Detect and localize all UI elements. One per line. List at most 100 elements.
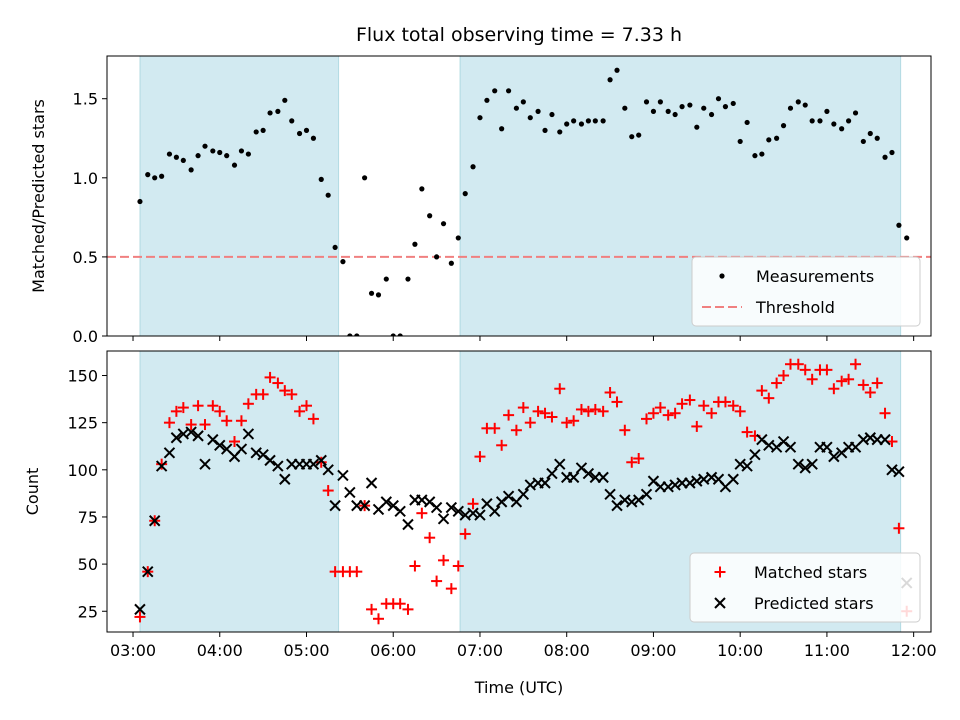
count-series-1-point-56 — [539, 477, 551, 489]
ratio-series-0-point-97 — [839, 126, 845, 132]
count-series-1-point-54-b — [524, 479, 536, 491]
count-series-0-point-103 — [879, 407, 891, 419]
ratio-legend-label-0: Measurements — [756, 267, 874, 286]
count-series-1-point-11-b — [214, 439, 226, 452]
count-series-0-point-13 — [229, 436, 241, 448]
count-panel: 25 50 75 100 125 150 03:00 04:00 05:00 06:00 07:00… — [23, 350, 937, 660]
count-series-1-point-65 — [604, 488, 616, 501]
count-series-1-point-16 — [250, 447, 262, 459]
count-series-1-point-4 — [163, 447, 176, 459]
count-series-1-point-104 — [886, 464, 898, 476]
count-series-1-point-36-b — [394, 505, 406, 518]
ratio-series-0-point-72 — [657, 99, 663, 105]
count-series-0-point-9 — [199, 419, 211, 431]
count-series-0-point-3 — [156, 458, 168, 470]
count-series-1-point-19 — [272, 460, 284, 472]
count-series-1-point-34 — [380, 496, 392, 508]
ratio-series-0-point-12 — [224, 153, 230, 159]
ratio-series-0-point-6 — [180, 157, 186, 164]
count-series-0-point-33 — [372, 613, 384, 625]
count-series-1-point-10-b — [207, 433, 219, 446]
count-series-1-point-43 — [445, 501, 458, 514]
ratio-series-0-point-75 — [679, 104, 685, 110]
count-series-1-point-57-b — [546, 467, 558, 480]
count-series-1-point-73-b — [662, 481, 674, 493]
ratio-series-0-point-18 — [267, 110, 273, 116]
ratio-series-0-point-82 — [730, 100, 736, 107]
count-series-0-point-73 — [662, 409, 674, 421]
count-series-1-point-85 — [749, 449, 761, 461]
ratio-series-0-point-81 — [722, 104, 729, 110]
ratio-series-0-point-39 — [419, 186, 425, 192]
count-series-1-point-79-b — [705, 471, 718, 484]
ratio-legend: Measurements Threshold — [691, 256, 921, 327]
count-series-0-point-6 — [177, 402, 189, 414]
count-series-1-point-105 — [893, 465, 905, 478]
count-series-1-point-3-b — [155, 460, 168, 472]
count-series-0-point-25 — [315, 456, 327, 468]
x-tick-label-1: 04:00 — [197, 641, 243, 660]
ratio-series-0-point-21 — [289, 118, 295, 124]
ratio-series-0-point-79 — [708, 111, 715, 118]
ratio-series-0-point-89 — [780, 123, 787, 129]
count-legend-marker-1-b — [714, 597, 726, 609]
count-series-1-point-64 — [597, 471, 609, 484]
count-series-1-point-49-b — [489, 505, 501, 518]
count-series-1-point-58 — [554, 458, 566, 470]
count-series-1-point-56-b — [539, 477, 551, 489]
count-series-1-point-103-b — [879, 433, 891, 446]
ratio-series-0-point-7 — [188, 167, 194, 173]
count-series-0-point-99 — [850, 358, 862, 370]
count-series-1-point-29 — [344, 486, 356, 499]
count-series-1-point-77-b — [691, 475, 703, 487]
count-series-1-point-69 — [632, 494, 645, 506]
count-series-1-point-92 — [799, 462, 811, 474]
count-series-0-point-21 — [286, 388, 298, 400]
count-series-1-point-82 — [727, 473, 739, 485]
ratio-series-0-point-43 — [448, 260, 454, 266]
count-series-0-point-37 — [402, 603, 414, 615]
count-series-0-point-92 — [799, 364, 811, 376]
count-series-0-point-5 — [170, 405, 182, 417]
count-series-1-point-67-b — [619, 494, 631, 506]
count-series-1-point-91-b — [792, 458, 804, 470]
count-series-0-point-39 — [416, 507, 428, 519]
count-series-1-point-14 — [235, 443, 248, 455]
ratio-series-0-point-56 — [542, 127, 548, 133]
count-series-1-point-82-b — [727, 473, 739, 485]
count-series-1-point-26 — [322, 464, 334, 476]
count-series-0-point-26 — [322, 485, 334, 497]
ratio-series-0-point-104 — [889, 149, 895, 156]
count-series-1-point-89-b — [777, 435, 790, 448]
count-y-tick-label-5: 150 — [67, 367, 98, 386]
count-series-0-point-43 — [445, 583, 457, 595]
count-series-1-point-5-b — [170, 432, 183, 444]
count-series-1-point-40-b — [423, 496, 436, 508]
count-series-0-point-98 — [843, 373, 855, 385]
ratio-series-0-point-94 — [817, 118, 823, 124]
ratio-series-0-point-14 — [238, 148, 245, 154]
count-series-0-point-69 — [633, 452, 645, 464]
count-series-1-point-101 — [864, 432, 876, 444]
count-series-0-point-81 — [719, 396, 731, 408]
count-y-tick-label-2: 75 — [78, 508, 98, 527]
count-series-0-point-17 — [257, 388, 269, 400]
count-series-0-point-89 — [778, 370, 790, 382]
count-series-0-point-14 — [235, 415, 247, 427]
ratio-series-0-point-96 — [831, 121, 837, 127]
count-series-1-point-93 — [806, 458, 818, 470]
ratio-series-0-point-4 — [166, 151, 173, 157]
count-series-1-point-20 — [279, 473, 291, 485]
ratio-series-0 — [137, 67, 910, 336]
count-series-0-point-78 — [698, 400, 710, 412]
count-series-0-point-41 — [431, 575, 443, 587]
count-series-0-point-24 — [307, 413, 319, 425]
count-series-1-point-36 — [394, 505, 406, 518]
count-series-1-point-41-b — [430, 501, 443, 514]
count-series-0-point-74 — [669, 407, 681, 419]
count-series-1-point-37 — [402, 518, 414, 531]
ratio-series-0-point-0 — [137, 198, 143, 205]
ratio-series-0-point-47 — [477, 115, 483, 121]
count-series-1-point-83-b — [734, 458, 746, 470]
